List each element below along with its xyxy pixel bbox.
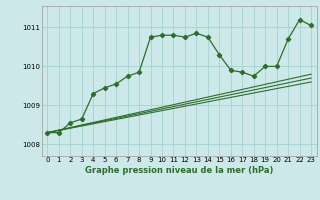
X-axis label: Graphe pression niveau de la mer (hPa): Graphe pression niveau de la mer (hPa) xyxy=(85,166,273,175)
